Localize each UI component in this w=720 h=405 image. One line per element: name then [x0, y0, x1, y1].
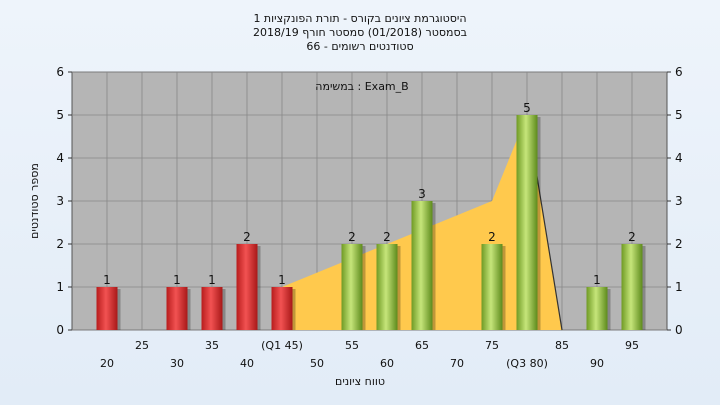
x-tick-label: 85 — [555, 339, 569, 352]
bar-45 — [271, 287, 293, 330]
x-tick-label: 35 — [205, 339, 219, 352]
data-label-75: 2 — [488, 230, 496, 244]
data-label-20: 1 — [103, 273, 111, 287]
x-axis-title: טווח ציונים — [335, 375, 385, 388]
chart-annotation: במשימה : Exam_B — [315, 80, 408, 93]
bar-20 — [96, 287, 118, 330]
y-tick-label-right: 6 — [675, 65, 683, 79]
bar-35 — [201, 287, 223, 330]
x-tick-label: 60 — [380, 357, 394, 370]
x-tick-label: 70 — [450, 357, 464, 370]
bar-60 — [376, 244, 398, 330]
y-tick-label-left: 1 — [56, 280, 64, 294]
x-tick-label: (Q1 45) — [261, 339, 303, 352]
y-tick-label-right: 1 — [675, 280, 683, 294]
y-tick-label-left: 4 — [56, 151, 64, 165]
chart-title-line-3: סטודנטים רשומים - 66 — [306, 40, 413, 53]
x-tick-label: 25 — [135, 339, 149, 352]
bar-75 — [481, 244, 503, 330]
y-tick-label-left: 0 — [56, 323, 64, 337]
x-tick-label: 55 — [345, 339, 359, 352]
y-axis-title: מספר סטודנטים — [28, 163, 41, 239]
x-tick-label: 30 — [170, 357, 184, 370]
bar-55 — [341, 244, 363, 330]
data-label-95: 2 — [628, 230, 636, 244]
bar-80 — [516, 115, 538, 330]
y-tick-label-right: 4 — [675, 151, 683, 165]
x-tick-label: (Q3 80) — [506, 357, 548, 370]
data-label-80: 5 — [523, 101, 531, 115]
bar-30 — [166, 287, 188, 330]
data-label-55: 2 — [348, 230, 356, 244]
y-tick-label-left: 3 — [56, 194, 64, 208]
y-tick-label-right: 5 — [675, 108, 683, 122]
x-tick-label: 75 — [485, 339, 499, 352]
x-tick-label: 90 — [590, 357, 604, 370]
y-tick-label-right: 2 — [675, 237, 683, 251]
data-label-40: 2 — [243, 230, 251, 244]
data-label-90: 1 — [593, 273, 601, 287]
data-label-45: 1 — [278, 273, 286, 287]
bar-40 — [236, 244, 258, 330]
y-tick-label-right: 3 — [675, 194, 683, 208]
data-label-65: 3 — [418, 187, 426, 201]
x-tick-label: 40 — [240, 357, 254, 370]
data-label-60: 2 — [383, 230, 391, 244]
bar-90 — [586, 287, 608, 330]
chart-title-line-2: בסמסטר (01/2018) סמסטר חורף 2018/19 — [253, 26, 467, 39]
x-tick-label: 50 — [310, 357, 324, 370]
x-tick-label: 20 — [100, 357, 114, 370]
chart-title-line-1: היסטוגרמת ציונים בקורס - תורת הפונקציות … — [253, 12, 466, 25]
y-tick-label-left: 2 — [56, 237, 64, 251]
bar-65 — [411, 201, 433, 330]
data-label-35: 1 — [208, 273, 216, 287]
y-tick-label-left: 6 — [56, 65, 64, 79]
x-tick-label: 95 — [625, 339, 639, 352]
x-tick-label: 65 — [415, 339, 429, 352]
y-tick-label-left: 5 — [56, 108, 64, 122]
bar-95 — [621, 244, 643, 330]
y-tick-label-right: 0 — [675, 323, 683, 337]
data-label-30: 1 — [173, 273, 181, 287]
